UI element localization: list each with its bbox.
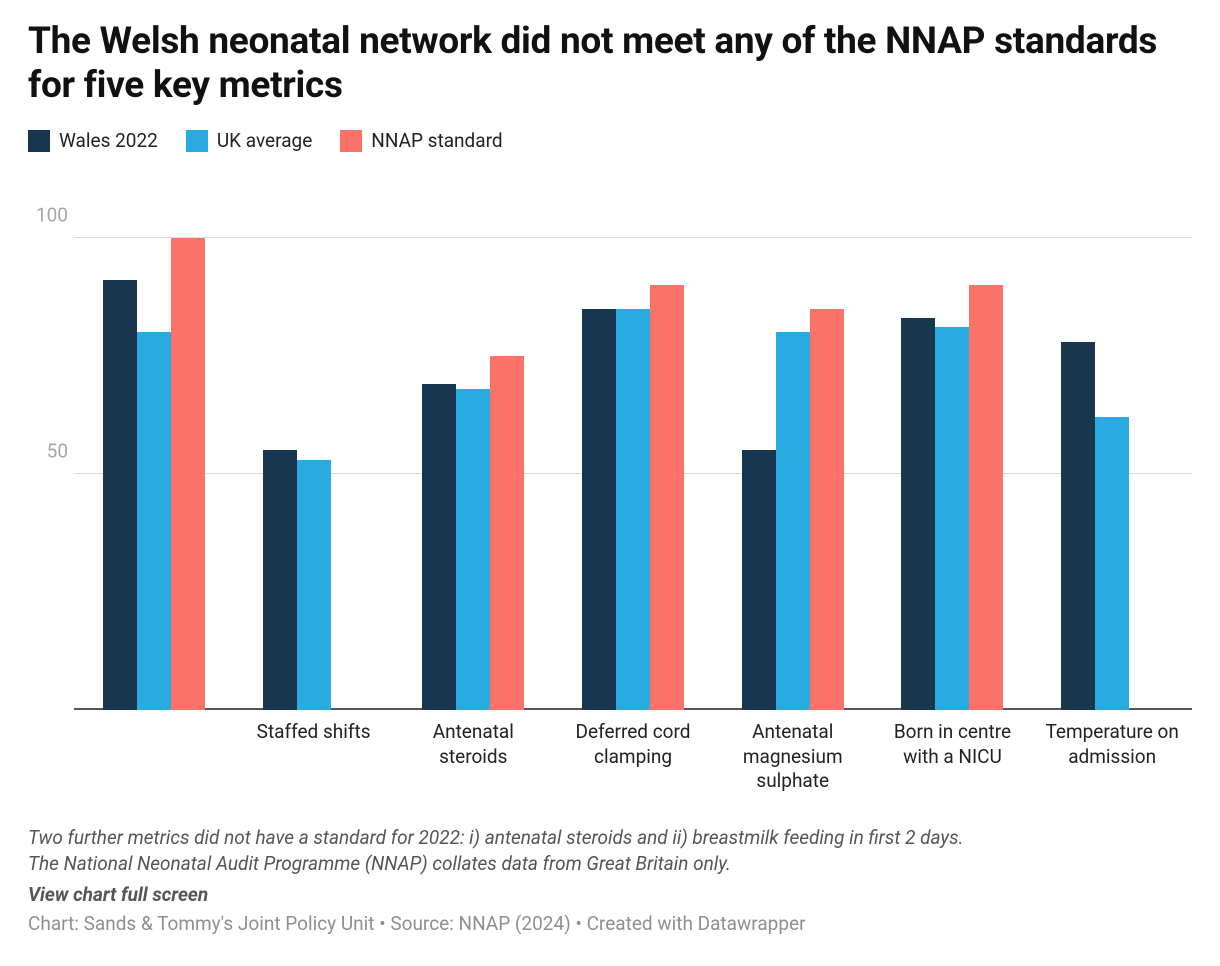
legend: Wales 2022 UK average NNAP standard — [28, 129, 1192, 152]
bar — [490, 356, 524, 711]
bar — [935, 327, 969, 710]
x-tick-label: Antenatal steroids — [393, 720, 553, 793]
chart-title: The Welsh neonatal network did not meet … — [28, 20, 1192, 107]
bar-group — [234, 190, 394, 710]
notes-line-1: Two further metrics did not have a stand… — [28, 825, 1192, 851]
bar-group — [713, 190, 873, 710]
bar — [103, 280, 137, 710]
y-tick-label: 100 — [28, 203, 68, 226]
x-tick-label: Temperature on admission — [1032, 720, 1192, 793]
x-tick-label — [74, 720, 234, 793]
bar-group — [553, 190, 713, 710]
plot-region: 50100 — [74, 190, 1192, 710]
legend-item: Wales 2022 — [28, 129, 158, 152]
legend-swatch — [186, 130, 208, 152]
x-tick-label: Staffed shifts — [234, 720, 394, 793]
bar-group — [393, 190, 553, 710]
bar — [422, 384, 456, 710]
bar-group — [1032, 190, 1192, 710]
bar-groups — [74, 190, 1192, 710]
bar-group — [873, 190, 1033, 710]
legend-label: UK average — [217, 129, 312, 152]
legend-swatch — [28, 130, 50, 152]
bar — [582, 309, 616, 711]
x-tick-label: Deferred cord clamping — [553, 720, 713, 793]
bar — [742, 450, 776, 710]
bar-group — [74, 190, 234, 710]
legend-label: Wales 2022 — [59, 129, 158, 152]
bar — [650, 285, 684, 710]
legend-item: NNAP standard — [340, 129, 502, 152]
bar — [263, 450, 297, 710]
bar — [297, 460, 331, 711]
legend-swatch — [340, 130, 362, 152]
bar — [1061, 342, 1095, 711]
view-fullscreen-link[interactable]: View chart full screen — [28, 883, 1192, 906]
x-tick-label: Born in centre with a NICU — [873, 720, 1033, 793]
bar — [1095, 417, 1129, 710]
bar — [810, 309, 844, 711]
bar — [456, 389, 490, 710]
chart-container: The Welsh neonatal network did not meet … — [0, 0, 1220, 959]
legend-item: UK average — [186, 129, 312, 152]
bar — [171, 238, 205, 711]
x-tick-label: Antenatal magnesium sulphate — [713, 720, 873, 793]
bar — [901, 318, 935, 710]
chart-plot-area: 50100 — [74, 190, 1192, 710]
notes-line-2: The National Neonatal Audit Programme (N… — [28, 851, 1192, 877]
legend-label: NNAP standard — [371, 129, 502, 152]
bar — [616, 309, 650, 711]
chart-credits: Chart: Sands & Tommy's Joint Policy Unit… — [28, 912, 1192, 935]
x-axis-labels: Staffed shiftsAntenatal steroidsDeferred… — [74, 720, 1192, 793]
chart-notes: Two further metrics did not have a stand… — [28, 825, 1192, 876]
y-tick-label: 50 — [28, 439, 68, 462]
bar — [137, 332, 171, 710]
bar — [776, 332, 810, 710]
bar — [969, 285, 1003, 710]
